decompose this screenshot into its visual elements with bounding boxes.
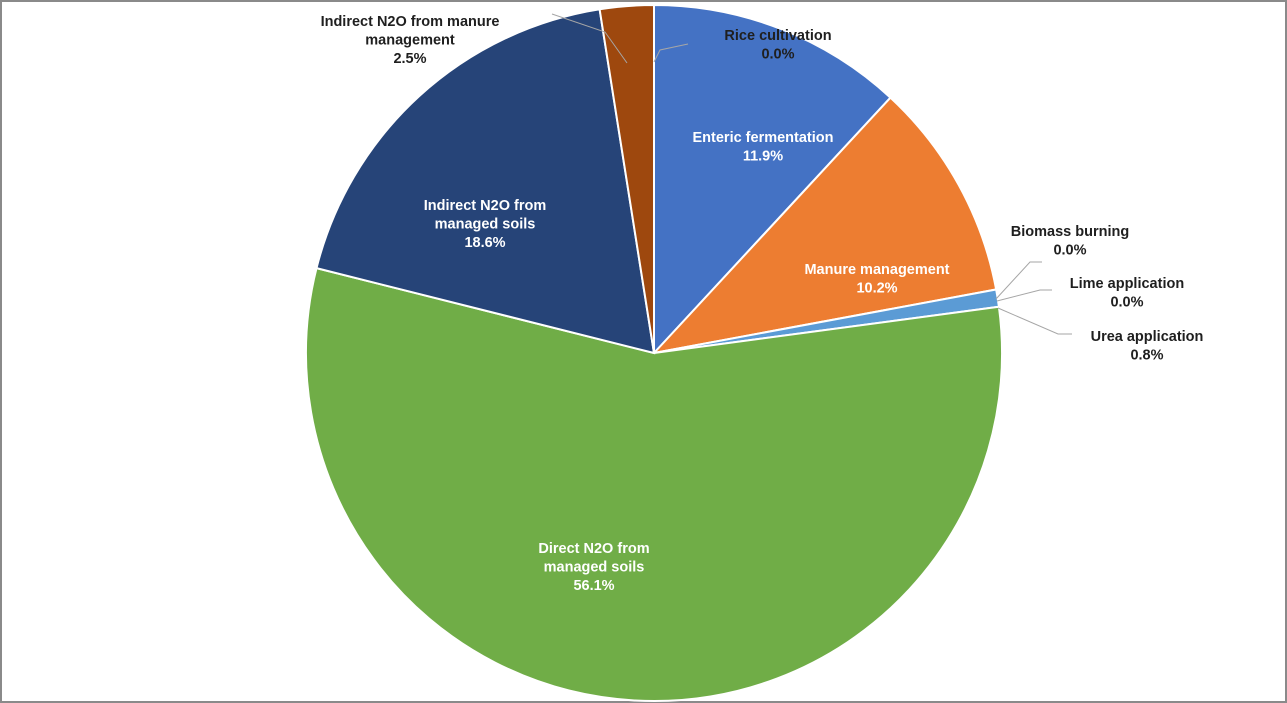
slice-name-line: Enteric fermentation: [693, 130, 834, 146]
data-labels: Rice cultivation 0.0% Enteric fermentation…: [321, 14, 1204, 594]
data-label-urea-application: Urea application 0.8%: [1091, 329, 1204, 364]
slice-value-indirect-n2o-from-managed-soils: 18.6%: [464, 235, 505, 251]
data-label-indirect-n2o-from-manure-management: Indirect N2O from manure management 2.5%: [321, 14, 500, 67]
data-label-enteric-fermentation: Enteric fermentation 11.9%: [693, 130, 834, 165]
pie-slice-manure-management: [651, 96, 998, 355]
data-label-indirect-n2o-from-managed-soils: Indirect N2O from managed soils 18.6%: [424, 198, 546, 251]
leader-lines: [551, 13, 1072, 335]
slice-label-direct-n2o-from-managed-soils: Direct N2O from managed soils 56.1%: [538, 541, 649, 594]
data-label-lime-application: Lime application 0.0%: [1070, 276, 1184, 311]
slice-value-biomass-burning: 0.0%: [1053, 243, 1086, 259]
slice-name-line: Indirect N2O from: [424, 198, 546, 214]
slice-label-lime-application: Lime application 0.0%: [1070, 276, 1184, 311]
slice-value-manure-management: 10.2%: [856, 281, 897, 297]
slice-name-line: managed soils: [435, 217, 536, 233]
slice-label-indirect-n2o-from-managed-soils: Indirect N2O from managed soils 18.6%: [424, 198, 546, 251]
slice-label-manure-management: Manure management 10.2%: [804, 262, 949, 297]
slice-value-urea-application: 0.8%: [1130, 348, 1163, 364]
slice-name-line: Indirect N2O from manure: [321, 14, 500, 30]
slice-name-line: Rice cultivation: [724, 28, 831, 44]
slice-name-line: Lime application: [1070, 276, 1184, 292]
slice-name-line: Direct N2O from: [538, 541, 649, 557]
pie-slice-enteric-fermentation: [653, 3, 892, 356]
leader-line-lime-application: [996, 289, 1052, 302]
slice-name-line: managed soils: [544, 560, 645, 576]
slice-value-direct-n2o-from-managed-soils: 56.1%: [573, 578, 614, 594]
slice-label-enteric-fermentation: Enteric fermentation 11.9%: [693, 130, 834, 165]
leader-line-biomass-burning: [995, 261, 1042, 300]
slice-name-line: Urea application: [1091, 329, 1204, 345]
slice-name-line: management: [365, 33, 455, 49]
leader-line-rice-cultivation: [653, 43, 689, 63]
leader-line-indirect-n2o-from-manure-management: [551, 13, 628, 64]
data-label-direct-n2o-from-managed-soils: Direct N2O from managed soils 56.1%: [538, 541, 649, 594]
slice-label-indirect-n2o-from-manure-management: Indirect N2O from manure management 2.5%: [321, 14, 500, 67]
pie-slice-indirect-n2o-from-managed-soils: [315, 8, 656, 355]
pie-slice-indirect-n2o-from-manure-management: [598, 3, 655, 354]
slice-name-line: Biomass burning: [1011, 224, 1129, 240]
slice-label-urea-application: Urea application 0.8%: [1091, 329, 1204, 364]
slice-value-enteric-fermentation: 11.9%: [743, 149, 783, 165]
slice-name-line: Manure management: [804, 262, 949, 278]
slice-value-indirect-n2o-from-manure-management: 2.5%: [393, 51, 426, 67]
pie-slices: [305, 3, 1004, 702]
leader-line-urea-application: [997, 307, 1072, 335]
pie-slice-direct-n2o-from-managed-soils: [305, 266, 1004, 702]
data-label-manure-management: Manure management 10.2%: [804, 262, 949, 297]
data-label-rice-cultivation: Rice cultivation 0.0%: [724, 28, 831, 63]
slice-value-lime-application: 0.0%: [1110, 295, 1143, 311]
slice-label-biomass-burning: Biomass burning 0.0%: [1011, 224, 1129, 259]
slice-value-rice-cultivation: 0.0%: [761, 47, 794, 63]
data-label-biomass-burning: Biomass burning 0.0%: [1011, 224, 1129, 259]
slice-label-rice-cultivation: Rice cultivation 0.0%: [724, 28, 831, 63]
